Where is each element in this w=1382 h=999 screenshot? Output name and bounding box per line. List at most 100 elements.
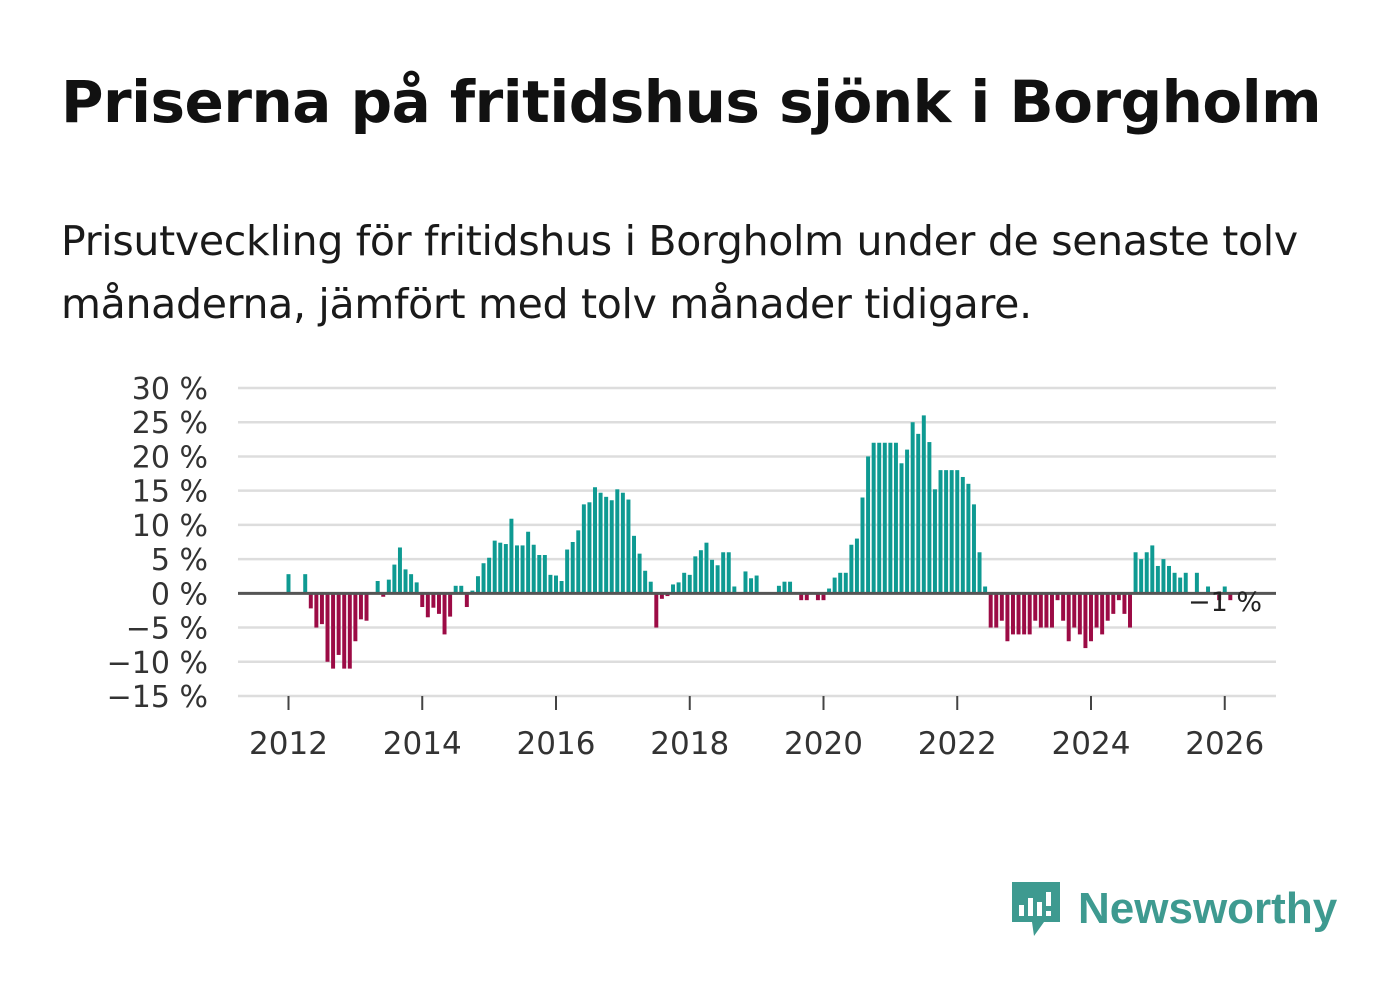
bar (347, 593, 352, 669)
bar (899, 463, 904, 594)
brand-name: Newsworthy (1078, 884, 1338, 933)
x-tick-label: 2022 (918, 726, 997, 762)
bar (520, 545, 525, 594)
bar (832, 577, 837, 594)
bar (1100, 593, 1105, 635)
bar (420, 593, 425, 608)
bar (1089, 593, 1093, 642)
bar (654, 593, 659, 628)
x-tick-label: 2012 (249, 726, 328, 762)
bar (1072, 593, 1077, 628)
bar (609, 500, 614, 594)
bar (397, 547, 402, 594)
bar (1183, 572, 1188, 594)
bar (821, 593, 826, 601)
y-tick-label: −15 % (107, 680, 208, 715)
bar (542, 555, 547, 594)
bar (966, 483, 971, 594)
bar (1077, 593, 1082, 635)
bar (927, 442, 932, 594)
y-tick-label: −5 % (126, 612, 208, 647)
bar (788, 581, 793, 594)
bar (498, 542, 503, 594)
bar (910, 422, 915, 594)
bar (743, 571, 748, 594)
x-tick-label: 2016 (517, 726, 596, 762)
bar (1222, 586, 1227, 594)
chart-title: Priserna på fritidshus sjönk i Borgholm (61, 68, 1322, 136)
bar (1066, 593, 1071, 642)
bar (403, 569, 408, 594)
bar (1038, 593, 1043, 628)
gridlines (238, 386, 1276, 698)
bar (598, 492, 603, 594)
bar (827, 588, 832, 594)
y-tick-label: 25 % (132, 406, 208, 441)
bar (632, 535, 636, 594)
bar (1228, 593, 1233, 601)
bar (1016, 593, 1021, 635)
bar (866, 456, 871, 594)
bar (710, 559, 715, 594)
bar (286, 574, 291, 594)
bar (314, 593, 319, 628)
bar (726, 552, 731, 594)
bar (698, 550, 703, 594)
bar (938, 470, 943, 594)
bar (1050, 593, 1054, 628)
bar (308, 593, 313, 609)
bar (882, 442, 887, 594)
bar (375, 581, 380, 594)
bar (843, 572, 848, 594)
bar (526, 531, 531, 594)
bars (286, 415, 1233, 669)
bar (626, 499, 631, 594)
bar (459, 585, 464, 594)
bar (983, 586, 988, 594)
bar (1005, 593, 1010, 642)
bar (358, 593, 363, 620)
bar (515, 545, 519, 594)
bar (565, 549, 570, 594)
bar (581, 504, 586, 594)
bar (715, 565, 720, 594)
bar (548, 574, 553, 594)
chart-subtitle: Prisutveckling för fritidshus i Borgholm… (61, 217, 1298, 328)
x-axis: 2012 2014 2016 2018 2020 2022 2024 2026 (249, 696, 1264, 762)
bar (960, 476, 965, 594)
bar (1083, 593, 1088, 649)
bar (364, 593, 369, 621)
bar (431, 593, 436, 608)
bar (1194, 572, 1199, 594)
x-tick-label: 2020 (784, 726, 863, 762)
x-tick-label: 2014 (383, 726, 462, 762)
bar (442, 593, 447, 635)
y-tick-label: 5 % (151, 543, 208, 578)
bar (319, 593, 324, 625)
bar (799, 593, 804, 601)
bar (1150, 545, 1155, 594)
bar (1055, 593, 1060, 601)
bar (1133, 552, 1138, 594)
bar (1061, 593, 1066, 621)
bar (453, 585, 458, 594)
bar (988, 593, 993, 628)
bar (860, 497, 865, 594)
brand-logo: Newsworthy (1010, 878, 1337, 940)
bar (999, 593, 1004, 621)
bar (1027, 593, 1032, 635)
bar (475, 576, 480, 594)
bar (1044, 593, 1049, 628)
bar (1144, 552, 1149, 594)
bar (342, 593, 347, 669)
bar (615, 489, 620, 594)
bar (392, 564, 397, 594)
bar (754, 575, 759, 594)
bar (932, 489, 937, 594)
bar (537, 555, 542, 594)
bar (994, 593, 999, 628)
bar (1022, 593, 1027, 635)
x-tick-label: 2024 (1052, 726, 1131, 762)
bar (325, 593, 330, 662)
y-tick-label: 10 % (132, 509, 208, 544)
